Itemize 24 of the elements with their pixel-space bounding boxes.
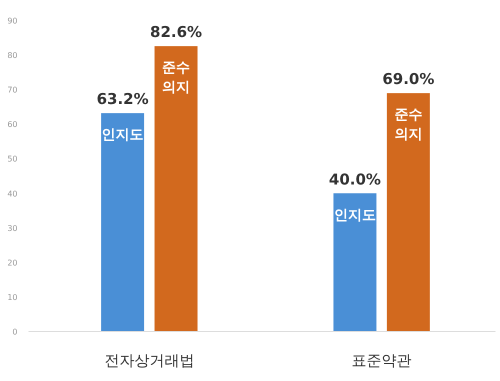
y-tick-label: 80 <box>7 51 18 60</box>
bar <box>386 93 430 332</box>
y-tick-label: 90 <box>7 16 18 26</box>
x-tick-label: 표준약관 <box>352 352 412 370</box>
text: 준수 의지 <box>394 107 422 142</box>
y-tick-label: 30 <box>7 224 18 233</box>
bar <box>154 46 198 332</box>
data-label: 63.2% <box>96 90 149 108</box>
data-label: 69.0% <box>382 70 434 88</box>
y-tick-label: 60 <box>7 120 18 130</box>
bar <box>101 113 144 332</box>
y-tick-label: 50 <box>7 154 18 164</box>
y-tick-label: 20 <box>7 258 18 268</box>
y-tick-label: 70 <box>7 86 18 95</box>
bar <box>333 193 376 332</box>
data-label: 40.0% <box>328 170 381 188</box>
series-label: 인지도 <box>102 127 144 144</box>
y-tick-label: 40 <box>7 189 18 198</box>
y-tick-label: 0 <box>12 328 18 336</box>
x-tick-label: 전자상거래법 <box>104 352 194 370</box>
y-tick-label: 10 <box>7 292 18 302</box>
text: 인지도 <box>334 207 376 224</box>
data-label: 82.6% <box>150 23 202 42</box>
series-label: 준수 의지 <box>162 60 190 96</box>
